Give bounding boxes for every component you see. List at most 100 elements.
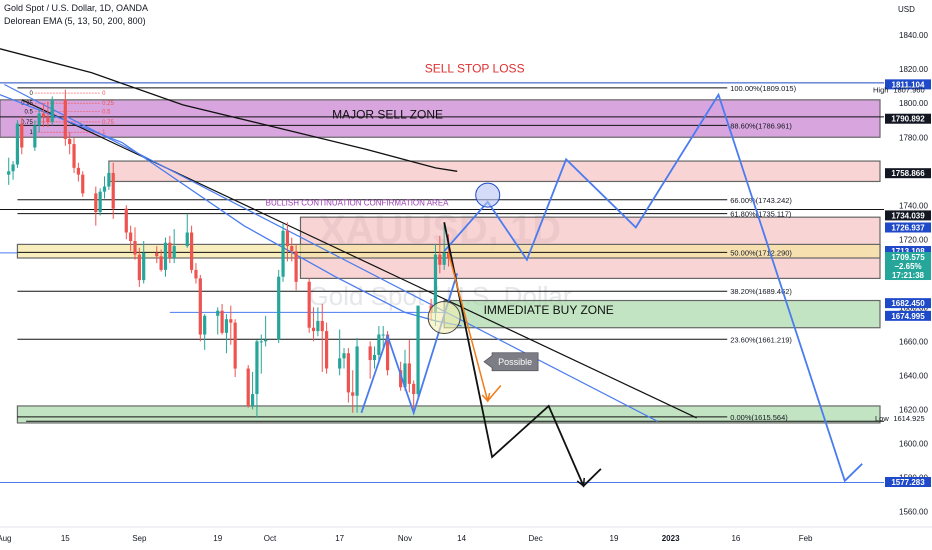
fib-label-4: 50.00%(1712.290) [730,248,792,257]
mini-fib-label-right-1: 0.25 [102,101,114,107]
candle [220,303,224,335]
fib-label-3: 61.80%(1735.117) [730,210,792,219]
candle [259,334,263,374]
mini-fib-label-left-0: 0 [29,91,33,97]
retest-circle [475,182,501,208]
tag-1758 [885,168,931,179]
candle-body [407,363,411,384]
candle [346,348,350,403]
candle-body [203,315,207,335]
candle [246,365,250,408]
candle [416,305,420,398]
candle [142,240,146,284]
upper-resistance-zone [108,160,881,183]
candle-body [250,394,255,406]
fib-label-5: 38.20%(1689.462) [730,287,792,296]
y-tick-label: 1740.00 [899,201,928,210]
tag-1734 [885,210,931,221]
candle [137,247,141,287]
y-tick-label: 1560.00 [899,507,928,516]
x-axis[interactable]: Aug 15 Sep 19 Oct 17 Nov 14 Dec 19 2023 16 Feb [0,526,932,543]
candle-body [320,320,324,332]
candle-body [316,320,320,332]
candle [102,176,107,199]
candle-body [224,319,229,333]
candle [81,171,85,197]
candle [129,225,133,252]
candle-body [163,242,168,270]
x-tick-label: 15 [61,534,70,543]
candle [338,329,342,376]
candle [381,326,385,350]
tag-1734-text: 1734.039 [891,211,925,220]
tag-1674 [885,310,931,321]
mini-fib-label-left-4: 1 [29,130,33,136]
tag-1790-text: 1790.892 [891,115,925,124]
indicator-legend[interactable]: Delorean EMA (5, 13, 50, 200, 800) [4,16,146,26]
candle-body [107,172,111,187]
candle [72,137,76,173]
candle-body [307,281,311,328]
ema-line-0 [0,48,458,172]
y-tick-label: 1720.00 [899,235,928,244]
candle [403,349,407,391]
current-price-line-1: −2.65% [894,262,921,271]
candle [194,263,198,284]
candle-body [102,186,107,192]
candle-body [438,254,442,265]
candle [33,120,37,151]
current-price-tag [885,252,931,281]
bullish-continuation-label: BULLISH CONTINUATION CONFIRMATION AREA [266,198,449,207]
candle-body [98,191,102,213]
fib-label-0: 100.00%(1809.015) [730,84,796,93]
candle-body [63,99,67,139]
candle [20,116,24,155]
x-tick-label: Sep [132,534,147,543]
x-tick-label: Aug [0,534,11,543]
tag-1713-text: 1713.108 [891,247,925,256]
candle-body [185,232,189,247]
candle-body [198,278,202,335]
candle [41,103,46,128]
candle [46,101,50,128]
y-tick-label: 1820.00 [899,65,928,74]
candle-body [20,123,24,148]
horizontal-lines-layer [0,82,884,483]
candle-body [11,164,15,172]
candle [124,205,128,240]
candle [94,186,98,226]
fib-label-2: 66.00%(1743.242) [730,196,792,205]
candle [285,222,290,262]
blue-zigzag-forecast [443,92,863,483]
possible-callout-text: Possible [498,357,532,367]
trendlines-layer[interactable] [4,83,697,422]
mini-fib-label-right-3: 0.75 [102,120,114,126]
candle-body [229,319,233,323]
tag-1577-text: 1577.283 [891,478,925,487]
candle-body [155,252,159,257]
candle-body [412,383,416,395]
x-tick-label: 19 [213,534,222,543]
projections-layer[interactable] [360,92,863,488]
candle [159,249,163,272]
candle [224,314,229,354]
blue-zigzag-past [360,273,459,416]
candle [294,244,298,291]
candle [233,319,237,378]
candle-body [416,305,420,395]
candle [63,89,67,146]
candle [190,225,194,274]
mini-fib-label-right-0: 0 [102,91,106,97]
candle [111,162,115,219]
candle-body [377,334,381,355]
candle-body [172,246,176,258]
candle [172,229,176,264]
y-tick-label: 1600.00 [899,439,928,448]
mini-fib-label-right-4: 1 [102,130,106,136]
major-sell-zone-label: MAJOR SELL ZONE [332,108,443,122]
candle-body [124,208,128,233]
candle-body [168,242,172,258]
tag-1713 [885,246,931,257]
mini-fib-label-left-1: 0.25 [21,101,33,107]
